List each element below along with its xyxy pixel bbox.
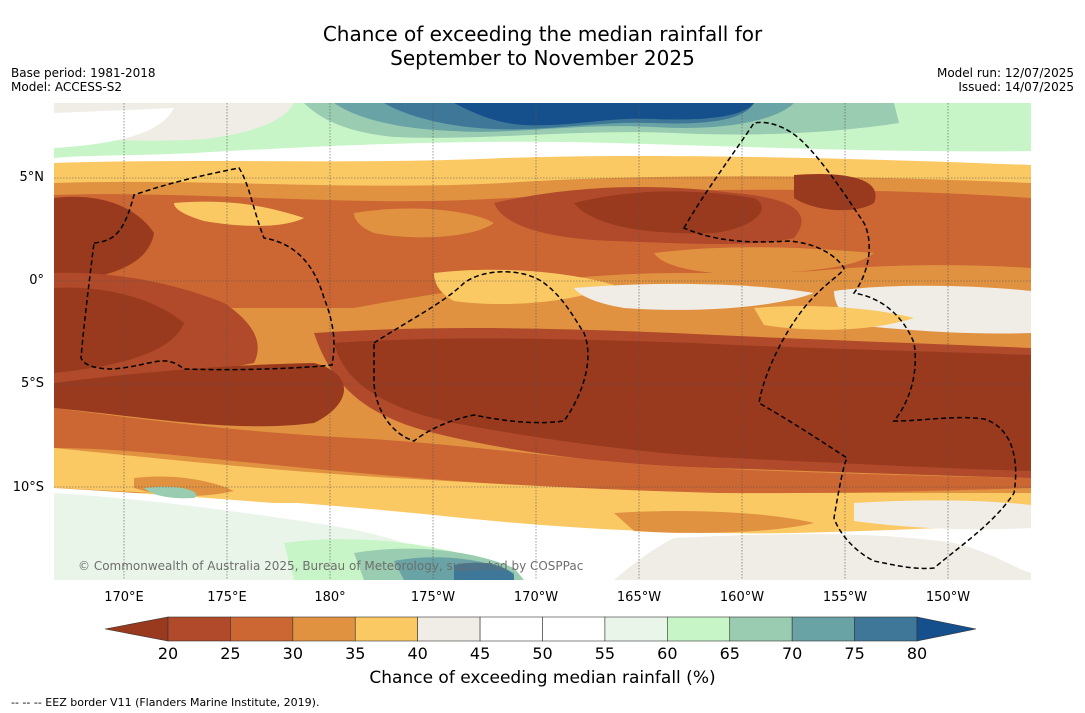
- region-south-blue: [454, 562, 514, 580]
- meta-right: Model run: 12/07/2025 Issued: 14/07/2025: [937, 66, 1074, 94]
- colorbar-tick-label: 80: [906, 644, 928, 663]
- colorbar-tick-label: 65: [719, 644, 740, 663]
- eez-borders: [80, 121, 1017, 570]
- region-nw-white: [54, 108, 174, 148]
- colorbar-segment: [791, 616, 855, 642]
- colorbar-segment: [854, 616, 918, 642]
- graticule: [54, 103, 1031, 580]
- region-north-core: [574, 191, 762, 234]
- lat-label-5s: 5°S: [20, 376, 44, 391]
- rainfall-map: [54, 103, 1031, 580]
- colorbar-segment: [230, 616, 294, 642]
- lon-label-175w: 175°W: [410, 590, 456, 605]
- model-name: Model: ACCESS-S2: [11, 80, 123, 94]
- colorbar-segment: [479, 616, 543, 642]
- region-nw-core: [54, 196, 154, 283]
- colorbar-tick-label: 40: [407, 644, 428, 663]
- region-equatorial-yellow: [434, 269, 614, 305]
- region-south-yellow: [54, 448, 1031, 534]
- lat-label-5n: 5°N: [19, 170, 45, 185]
- eez-legend-note: -- -- -- EEZ border V11 (Flanders Marine…: [11, 696, 320, 709]
- colorbar-tick-label: 50: [532, 644, 553, 663]
- lon-label-155w: 155°W: [822, 590, 868, 605]
- colorbar-tick-label: 60: [657, 644, 678, 663]
- colorbar-arrow-low: [105, 616, 169, 642]
- lon-label-165w: 165°W: [616, 590, 662, 605]
- lon-label-175e: 175°E: [207, 590, 247, 605]
- lon-label-170w: 170°W: [513, 590, 559, 605]
- issued-date: Issued: 14/07/2025: [958, 80, 1074, 94]
- colorbar: [105, 616, 977, 642]
- colorbar-arrow-high: [916, 616, 977, 642]
- lon-label-170e: 170°E: [104, 590, 144, 605]
- colorbar-segment: [167, 616, 231, 642]
- colorbar-tick-label: 20: [157, 644, 179, 663]
- colorbar-tick-label: 35: [345, 644, 366, 663]
- chart-title: Chance of exceeding the median rainfall …: [0, 22, 1085, 70]
- base-period: Base period: 1981-2018: [11, 66, 156, 80]
- colorbar-tick-label: 70: [781, 644, 803, 663]
- colorbar-segment: [292, 616, 356, 642]
- region-south-core: [334, 338, 1031, 471]
- colorbar-segment: [729, 616, 793, 642]
- lon-label-160w: 160°W: [719, 590, 765, 605]
- colorbar-segment: [354, 616, 418, 642]
- colorbar-tick-label: 30: [282, 644, 303, 663]
- region-north-deepblue: [454, 103, 754, 126]
- lat-label-10s: 10°S: [12, 480, 44, 495]
- copyright-note: © Commonwealth of Australia 2025, Bureau…: [78, 559, 584, 573]
- title-line-2: September to November 2025: [390, 46, 695, 70]
- region-equatorial-neutral: [574, 283, 814, 310]
- lat-label-0: 0°: [29, 273, 44, 288]
- colorbar-segment: [417, 616, 481, 642]
- lon-label-180: 180°: [314, 590, 346, 605]
- model-run: Model run: 12/07/2025: [936, 66, 1074, 80]
- colorbar-tick-label: 25: [220, 644, 241, 663]
- colorbar-segment: [542, 616, 606, 642]
- colorbar-tick-label: 75: [844, 644, 865, 663]
- colorbar-tick-label: 55: [594, 644, 616, 663]
- colorbar-tick-label: 45: [469, 644, 491, 663]
- colorbar-label: Chance of exceeding median rainfall (%): [369, 668, 716, 688]
- lon-label-150w: 150°W: [925, 590, 971, 605]
- meta-left: Base period: 1981-2018 Model: ACCESS-S2: [11, 66, 156, 94]
- title-line-1: Chance of exceeding the median rainfall …: [322, 22, 763, 46]
- colorbar-segment: [667, 616, 731, 642]
- colorbar-segment: [604, 616, 668, 642]
